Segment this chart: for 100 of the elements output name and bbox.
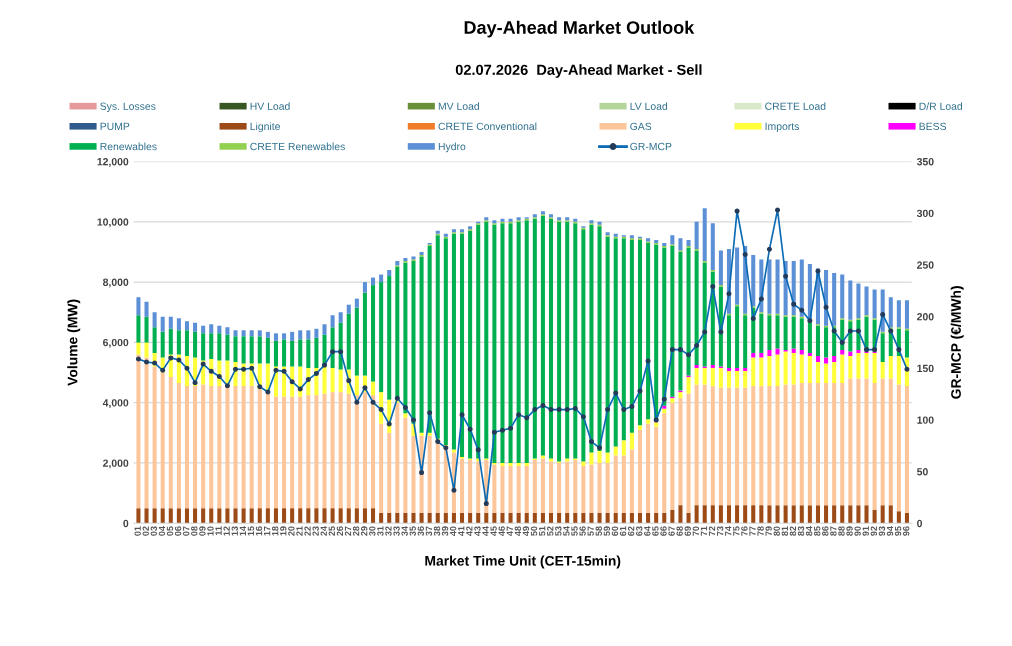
x-tick-label: 82 <box>789 526 797 536</box>
chart-subtitle: 02.07.2026 Day-Ahead Market - Sell <box>455 64 702 78</box>
x-tick-label: 63 <box>636 526 643 536</box>
x-tick-label: 30 <box>369 526 376 536</box>
legend-label: CRETE Conventional <box>438 122 537 131</box>
x-tick-label: 69 <box>684 526 691 536</box>
x-tick-label: 44 <box>482 526 489 536</box>
legend-label: D/R Load <box>919 102 963 110</box>
x-tick-label: 20 <box>288 526 295 536</box>
x-tick-label: 14 <box>239 526 246 536</box>
x-tick-label: 52 <box>547 526 554 536</box>
legend-label: BESS <box>919 122 947 131</box>
x-tick-label: 86 <box>822 526 829 536</box>
x-tick-label: 73 <box>716 526 724 536</box>
x-tick-label: 89 <box>846 526 853 536</box>
x-tick-label: 09 <box>199 526 206 536</box>
x-tick-label: 15 <box>247 526 255 536</box>
x-tick-label: 22 <box>304 526 311 536</box>
x-tick-label: 83 <box>797 526 805 536</box>
x-tick-label: 60 <box>611 526 619 536</box>
x-tick-label: 47 <box>506 526 513 536</box>
x-tick-label: 80 <box>773 526 780 536</box>
y2-tick-label: 0 <box>917 519 923 528</box>
legend-label: CRETE Load <box>765 102 826 110</box>
legend-label: Sys. Losses <box>100 102 156 112</box>
x-tick-label: 18 <box>271 526 279 536</box>
y2-tick-label: 100 <box>917 416 934 424</box>
x-tick-label: 78 <box>757 526 764 536</box>
x-tick-label: 26 <box>336 526 344 536</box>
x-tick-label: 65 <box>652 526 659 536</box>
x-tick-label: 91 <box>862 526 869 536</box>
x-axis-title: Market Time Unit (CET-15min) <box>425 555 621 569</box>
legend-label: Imports <box>765 122 799 133</box>
x-tick-label: 57 <box>587 526 594 536</box>
x-tick-label: 67 <box>668 526 675 536</box>
x-tick-label: 38 <box>433 526 441 536</box>
x-tick-label: 16 <box>255 526 263 536</box>
x-tick-label: 56 <box>579 526 586 536</box>
y-tick-label: 12,000 <box>97 158 129 167</box>
x-tick-label: 87 <box>830 526 837 536</box>
legend-label: GR-MCP <box>630 142 672 151</box>
x-tick-label: 03 <box>150 526 158 536</box>
y2-tick-label: 350 <box>916 158 934 166</box>
x-tick-label: 32 <box>385 526 392 536</box>
x-tick-label: 70 <box>692 526 700 536</box>
x-tick-label: 36 <box>417 526 425 536</box>
x-tick-label: 66 <box>660 526 667 536</box>
x-tick-label: 02 <box>142 526 149 536</box>
x-tick-label: 59 <box>603 526 611 536</box>
x-tick-label: 31 <box>377 526 384 536</box>
x-tick-label: 29 <box>360 526 368 536</box>
y2-tick-label: 300 <box>916 209 934 218</box>
x-tick-label: 43 <box>474 526 481 536</box>
x-tick-label: 01 <box>134 526 141 536</box>
x-tick-label: 40 <box>449 526 457 536</box>
x-tick-label: 24 <box>320 526 327 536</box>
x-tick-label: 27 <box>344 526 352 536</box>
x-tick-label: 76 <box>741 526 748 536</box>
legend-label: MV Load <box>438 102 480 110</box>
x-tick-label: 21 <box>296 526 303 536</box>
x-tick-label: 75 <box>733 526 740 536</box>
x-tick-label: 07 <box>183 526 190 536</box>
x-tick-label: 39 <box>441 526 449 536</box>
x-tick-label: 95 <box>894 526 902 536</box>
x-tick-label: 68 <box>676 526 683 536</box>
legend-label: HV Load <box>250 102 290 110</box>
x-tick-label: 64 <box>644 526 651 536</box>
legend-label: Lignite <box>250 122 280 133</box>
y2-tick-label: 50 <box>916 468 928 476</box>
x-tick-label: 50 <box>530 526 538 536</box>
x-tick-label: 53 <box>555 526 562 536</box>
y-axis-title: Volume (MW) <box>67 299 81 386</box>
x-tick-label: 41 <box>458 526 465 536</box>
x-tick-label: 88 <box>838 526 845 536</box>
x-tick-label: 06 <box>174 526 182 536</box>
y-tick-label: 4,000 <box>102 399 129 409</box>
x-tick-label: 37 <box>425 526 433 536</box>
y-tick-label: 0 <box>123 519 129 528</box>
y2-axis-title: GR-MCP (€/MWh) <box>950 286 964 399</box>
legend-label: PUMP <box>100 122 130 131</box>
y-tick-label: 8,000 <box>102 278 129 288</box>
y2-tick-label: 250 <box>917 261 934 269</box>
x-tick-label: 71 <box>700 526 708 536</box>
x-tick-label: 19 <box>280 526 287 536</box>
x-tick-label: 45 <box>490 526 497 536</box>
legend-label: LV Load <box>630 102 668 110</box>
legend-label: GAS <box>630 122 652 131</box>
x-tick-label: 11 <box>215 526 222 536</box>
x-tick-label: 84 <box>805 526 813 536</box>
x-tick-label: 92 <box>870 526 878 536</box>
x-tick-label: 28 <box>352 526 360 536</box>
x-tick-label: 96 <box>902 526 910 536</box>
x-tick-label: 58 <box>595 526 602 536</box>
x-tick-label: 12 <box>223 526 230 536</box>
legend-label: Renewables <box>100 142 157 151</box>
x-tick-label: 72 <box>708 526 716 536</box>
x-tick-label: 81 <box>781 526 789 536</box>
legend-label: CRETE Renewables <box>250 142 345 151</box>
y2-tick-label: 150 <box>917 364 934 373</box>
x-tick-label: 46 <box>498 526 505 536</box>
